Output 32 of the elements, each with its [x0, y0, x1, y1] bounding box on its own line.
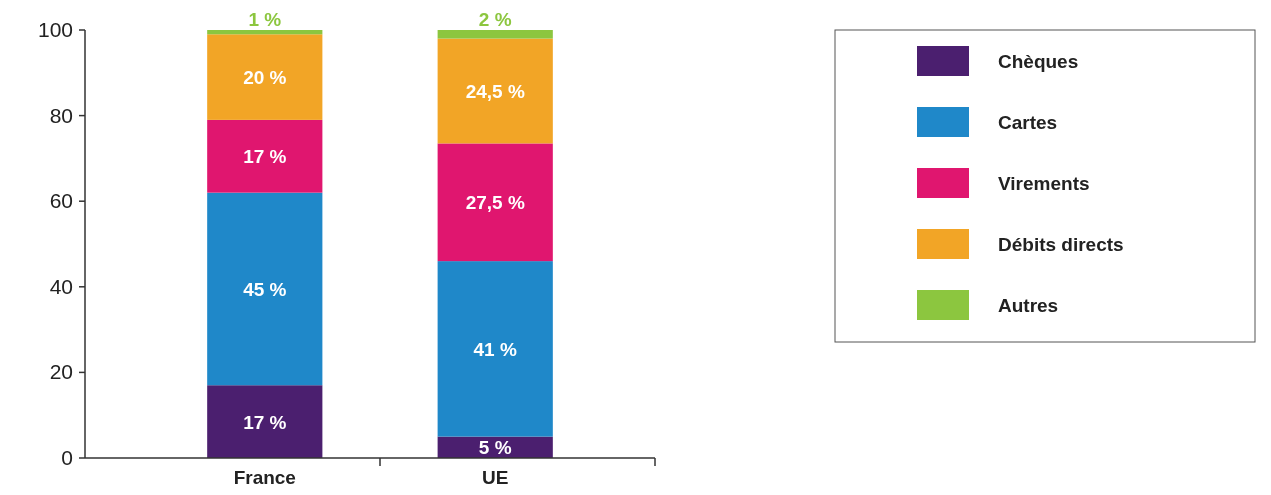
data-label: 5 % — [478, 437, 512, 459]
y-tick-label: 40 — [49, 274, 73, 298]
data-label: 41 % — [473, 338, 517, 360]
data-label: 20 % — [243, 67, 287, 89]
bar — [207, 30, 323, 35]
y-tick-label: 20 — [49, 360, 73, 384]
y-tick-label: 60 — [49, 189, 73, 213]
bar — [437, 143, 553, 262]
legend-label: Débits directs — [998, 234, 1124, 255]
bar — [207, 385, 323, 458]
data-label: 45 % — [243, 278, 287, 300]
legend-label: Chèques — [998, 51, 1079, 72]
bar — [207, 119, 323, 193]
data-label: 1 % — [248, 9, 282, 30]
bar — [207, 192, 323, 386]
legend-label: Virements — [998, 173, 1090, 194]
legend-label: Autres — [998, 295, 1059, 316]
y-tick-label: 80 — [49, 103, 73, 127]
legend-label: Cartes — [998, 112, 1058, 133]
bar — [207, 34, 323, 120]
x-tick-label: France — [233, 467, 296, 488]
data-label: 27,5 % — [465, 192, 525, 214]
bar — [437, 38, 553, 144]
y-tick-label: 0 — [61, 446, 73, 469]
bar — [437, 30, 553, 39]
y-tick-label: 100 — [37, 18, 73, 41]
data-label: 2 % — [478, 9, 512, 30]
data-label: 17 % — [243, 146, 287, 168]
data-label: 24,5 % — [465, 80, 525, 102]
bar — [437, 261, 553, 437]
x-tick-label: UE — [482, 467, 509, 488]
data-label: 17 % — [243, 411, 287, 433]
